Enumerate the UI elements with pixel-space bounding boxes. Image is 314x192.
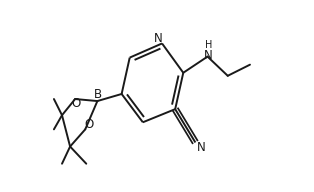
Text: O: O bbox=[72, 97, 81, 110]
Text: O: O bbox=[85, 118, 94, 131]
Text: H: H bbox=[205, 40, 212, 50]
Text: N: N bbox=[197, 141, 206, 154]
Text: N: N bbox=[204, 49, 213, 62]
Text: B: B bbox=[94, 89, 102, 102]
Text: N: N bbox=[154, 32, 162, 45]
